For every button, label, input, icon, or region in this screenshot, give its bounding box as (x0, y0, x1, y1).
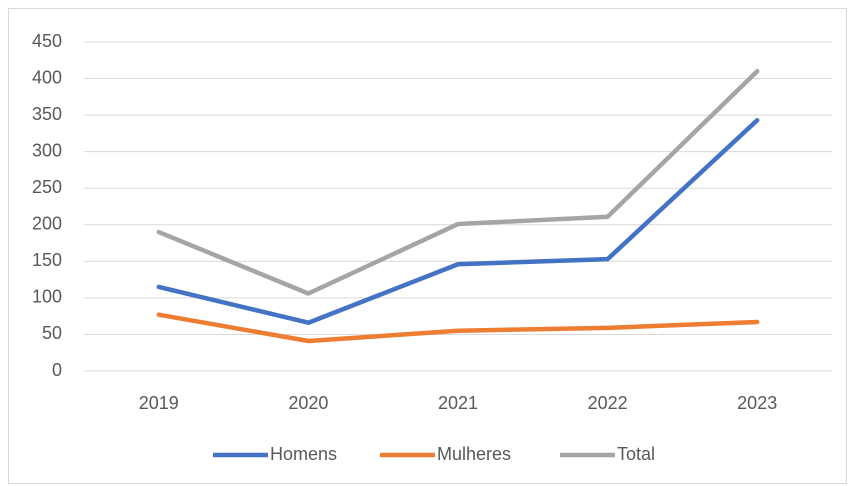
chart-border (8, 8, 847, 484)
x-tick-label: 2022 (588, 393, 628, 413)
y-tick-label: 150 (32, 250, 62, 270)
legend-label: Total (617, 444, 655, 464)
y-tick-label: 50 (42, 323, 62, 343)
x-tick-label: 2019 (139, 393, 179, 413)
y-tick-label: 450 (32, 31, 62, 51)
y-tick-label: 100 (32, 287, 62, 307)
legend-label: Mulheres (437, 444, 511, 464)
x-tick-label: 2023 (737, 393, 777, 413)
legend-label: Homens (270, 444, 337, 464)
series-line (156, 117, 760, 325)
x-tick-label: 2020 (288, 393, 328, 413)
y-tick-label: 0 (52, 360, 62, 380)
y-tick-label: 300 (32, 140, 62, 160)
series-line (156, 68, 760, 296)
x-tick-label: 2021 (438, 393, 478, 413)
y-tick-label: 400 (32, 67, 62, 87)
y-tick-label: 200 (32, 214, 62, 234)
series-line (156, 312, 760, 344)
y-tick-label: 250 (32, 177, 62, 197)
y-tick-label: 350 (32, 104, 62, 124)
